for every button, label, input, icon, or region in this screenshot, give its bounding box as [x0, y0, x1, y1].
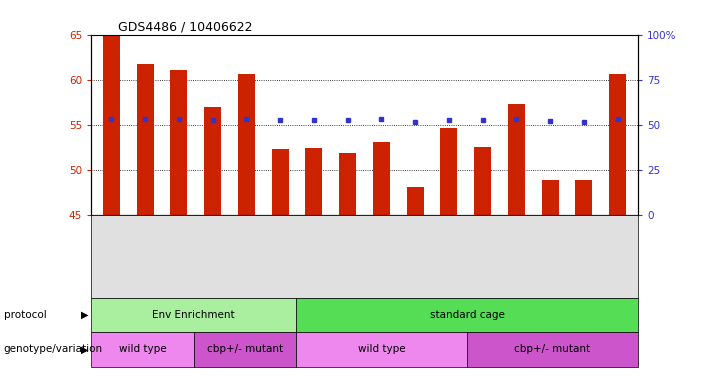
Bar: [170, 70, 187, 215]
Bar: [238, 74, 255, 215]
Bar: [542, 180, 559, 215]
Bar: [272, 149, 289, 215]
Bar: [407, 187, 423, 215]
Bar: [440, 127, 457, 215]
Text: ▶: ▶: [81, 310, 88, 320]
Text: cbp+/- mutant: cbp+/- mutant: [207, 344, 283, 354]
Text: standard cage: standard cage: [430, 310, 505, 320]
Text: ▶: ▶: [81, 344, 88, 354]
Text: GDS4486 / 10406622: GDS4486 / 10406622: [118, 20, 253, 33]
Text: cbp+/- mutant: cbp+/- mutant: [515, 344, 590, 354]
Text: wild type: wild type: [358, 344, 405, 354]
Bar: [474, 147, 491, 215]
Bar: [103, 35, 120, 215]
Bar: [508, 104, 525, 215]
Text: protocol: protocol: [4, 310, 46, 320]
Bar: [373, 142, 390, 215]
Bar: [204, 107, 221, 215]
Bar: [306, 148, 322, 215]
Bar: [339, 153, 356, 215]
Text: Env Enrichment: Env Enrichment: [152, 310, 235, 320]
Text: genotype/variation: genotype/variation: [4, 344, 102, 354]
Bar: [609, 74, 626, 215]
Bar: [137, 65, 154, 215]
Text: wild type: wild type: [118, 344, 166, 354]
Bar: [576, 180, 592, 215]
